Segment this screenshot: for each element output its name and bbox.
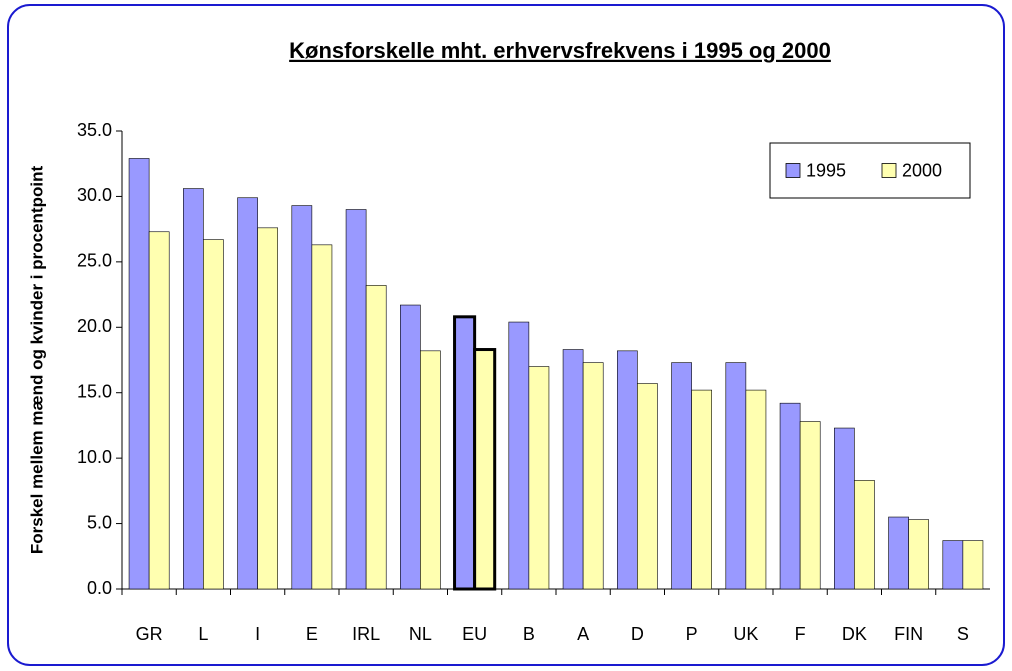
bar xyxy=(473,348,497,591)
bar xyxy=(183,188,204,590)
x-tick-label: F xyxy=(795,624,806,644)
bar xyxy=(617,350,638,590)
bar xyxy=(834,427,855,590)
legend-swatch xyxy=(785,163,801,178)
bar xyxy=(562,349,584,590)
bar xyxy=(508,321,530,590)
legend-swatch xyxy=(881,163,897,178)
bar xyxy=(745,389,767,590)
x-tick-label: GR xyxy=(136,624,163,644)
bar xyxy=(400,304,421,590)
bar xyxy=(962,540,984,590)
y-tick-label: 10.0 xyxy=(77,447,112,467)
x-tick-label: UK xyxy=(733,624,758,644)
x-tick-label: E xyxy=(306,624,318,644)
x-tick-label: NL xyxy=(409,624,432,644)
bar xyxy=(203,239,224,590)
x-tick-label: IRL xyxy=(352,624,380,644)
bar xyxy=(637,383,658,590)
bar xyxy=(420,350,441,590)
x-tick-label: S xyxy=(957,624,969,644)
x-tick-label: P xyxy=(686,624,698,644)
bar xyxy=(908,519,929,590)
bar xyxy=(291,205,313,590)
bar xyxy=(671,362,692,590)
legend-label: 2000 xyxy=(902,160,942,180)
y-tick-label: 5.0 xyxy=(87,512,112,532)
y-tick-label: 30.0 xyxy=(77,185,112,205)
bar xyxy=(257,227,278,590)
bar xyxy=(854,480,875,590)
y-tick-label: 0.0 xyxy=(87,578,112,598)
x-tick-label: D xyxy=(631,624,644,644)
x-tick-label: DK xyxy=(842,624,867,644)
bar xyxy=(365,285,387,590)
bar xyxy=(128,158,150,590)
bar xyxy=(528,366,550,590)
x-tick-label: L xyxy=(198,624,208,644)
y-tick-label: 20.0 xyxy=(77,316,112,336)
bar xyxy=(691,389,712,590)
x-tick-label: FIN xyxy=(894,624,923,644)
bar xyxy=(453,315,477,591)
bar xyxy=(582,362,604,590)
bar xyxy=(942,540,964,590)
y-tick-label: 15.0 xyxy=(77,381,112,401)
bar xyxy=(311,244,333,590)
bar xyxy=(888,516,909,590)
x-tick-label: I xyxy=(255,624,260,644)
bar xyxy=(148,231,170,590)
bar xyxy=(237,197,258,590)
y-axis-label: Forskel mellem mænd og kvinder i procent… xyxy=(27,166,46,555)
chart-title: Kønsforskelle mht. erhvervsfrekvens i 19… xyxy=(289,38,831,63)
bar xyxy=(779,402,801,590)
legend-box xyxy=(769,142,971,199)
x-tick-label: B xyxy=(523,624,535,644)
legend-label: 1995 xyxy=(806,160,846,180)
y-tick-label: 35.0 xyxy=(77,120,112,140)
x-tick-label: A xyxy=(577,624,589,644)
bar xyxy=(799,421,821,590)
x-tick-label: EU xyxy=(462,624,487,644)
bar xyxy=(345,209,367,590)
bar xyxy=(725,362,747,590)
y-tick-label: 25.0 xyxy=(77,251,112,271)
